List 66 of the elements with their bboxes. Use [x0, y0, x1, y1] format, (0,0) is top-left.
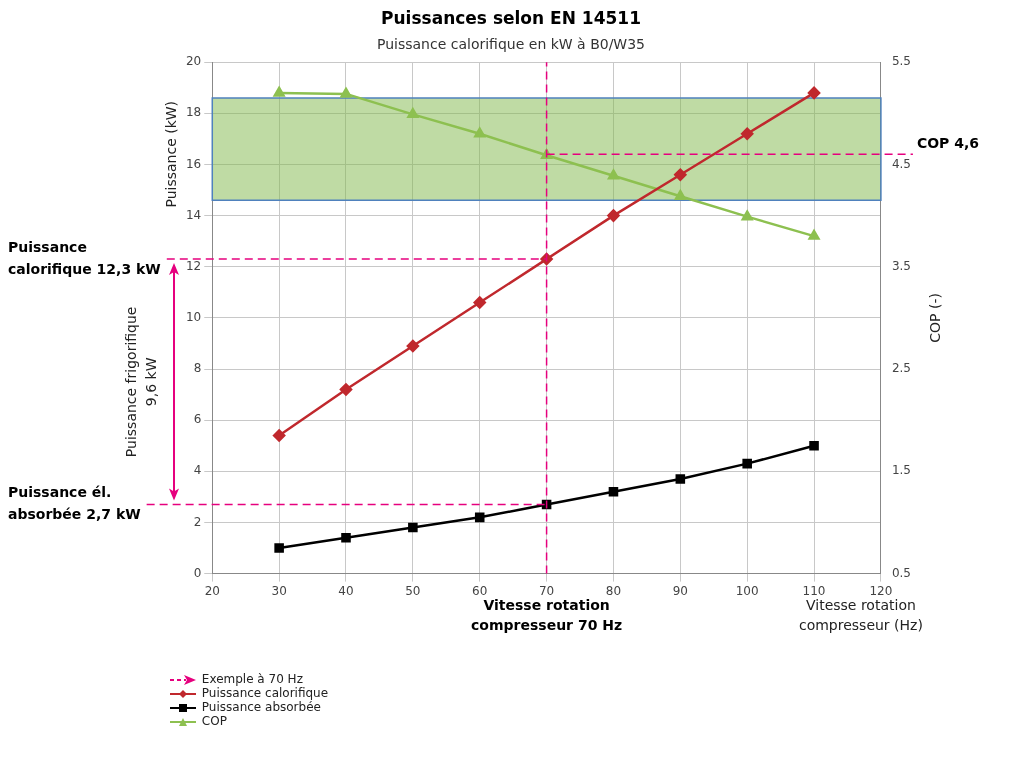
y2-tick-label: 0.5	[891, 565, 912, 580]
text: Exemple à 70 Hz	[201, 672, 303, 686]
y-tick-label: 6	[193, 412, 202, 427]
point	[807, 86, 821, 100]
y2-axis-title: COP (-)	[926, 293, 943, 343]
point	[408, 522, 418, 533]
x-tick-label: 40	[338, 583, 354, 598]
x-tick-label: 60	[472, 583, 488, 598]
point	[339, 383, 353, 396]
point	[808, 229, 820, 240]
point	[741, 210, 753, 221]
point	[474, 512, 485, 523]
y-tick-label: 18	[185, 105, 202, 120]
ref-line-label: Puissance calorifique 12,3 kW	[8, 238, 161, 277]
y-tick-label: 2	[193, 514, 202, 529]
point	[406, 339, 420, 353]
x-tick-label: 90	[672, 583, 688, 598]
y2-tick-label: 3.5	[891, 258, 912, 273]
legend-label: COP	[201, 714, 227, 728]
text: Puissance frigorifique 9,6 kW	[122, 306, 159, 458]
ref-line-label: COP 4,6	[916, 134, 980, 151]
y-tick-label: 4	[193, 463, 202, 478]
point	[340, 87, 352, 98]
y-tick-label: 16	[185, 156, 202, 171]
y2-tick-label: 4.5	[891, 156, 912, 171]
point	[674, 168, 687, 181]
point	[742, 458, 752, 469]
ref-line-label: Vitesse rotation compresseur 70 Hz	[471, 597, 623, 634]
chart-title: Puissances selon EN 14511	[380, 8, 642, 28]
point	[473, 296, 486, 309]
legend-label: Puissance absorbée	[201, 700, 321, 714]
ref-line-label: Puissance él. absorbée 2,7 kW	[8, 484, 141, 523]
y-tick-label: 0	[193, 565, 202, 580]
y-axis-title: Puissance (kW)	[162, 100, 179, 208]
y-tick-label: 10	[185, 310, 202, 325]
chart-subtitle: Puissance calorifique en kW à B0/W35	[376, 36, 646, 52]
x-tick-label: 30	[271, 583, 287, 598]
y-tick-label: 12	[185, 258, 202, 273]
y-tick-label: 14	[185, 207, 202, 222]
legend-label: Puissance calorifique	[201, 686, 329, 700]
point	[608, 486, 619, 497]
y-tick-label: 20	[185, 54, 202, 69]
point	[675, 474, 686, 484]
x-tick-label: 100	[735, 583, 759, 598]
point	[607, 169, 620, 180]
y-tick-label: 8	[193, 361, 202, 376]
point	[674, 189, 686, 200]
y2-tick-label: 2.5	[891, 361, 912, 376]
x-tick-label: 50	[405, 583, 421, 598]
point	[273, 86, 285, 97]
x-axis-title: Vitesse rotation compresseur (Hz)	[798, 597, 923, 634]
point	[341, 533, 351, 543]
x-tick-label: 110	[802, 583, 826, 598]
point	[274, 543, 284, 553]
point	[740, 127, 754, 141]
x-tick-label: 70	[538, 583, 555, 598]
point	[407, 108, 419, 119]
x-tick-label: 20	[204, 583, 220, 598]
point	[809, 440, 819, 451]
y2-tick-label: 1.5	[891, 463, 912, 478]
y2-tick-label: 5.5	[891, 54, 912, 69]
point	[607, 209, 620, 222]
x-tick-label: 120	[869, 583, 893, 598]
point	[474, 127, 486, 138]
point	[272, 429, 286, 442]
x-tick-label: 80	[605, 583, 622, 598]
